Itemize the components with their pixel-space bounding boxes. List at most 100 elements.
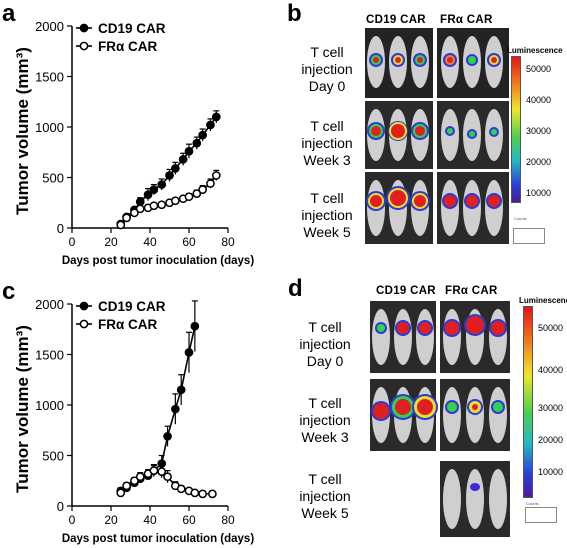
luminescence-title-d: Luminescence xyxy=(519,296,567,305)
legend-marker xyxy=(79,41,89,51)
scale-tick-d-20000: 20000 xyxy=(538,435,564,445)
data-point xyxy=(211,171,221,180)
row-label-week5: T cell injection Week 5 xyxy=(301,190,353,240)
luminescence-title-b: Luminescence xyxy=(507,46,563,55)
data-point xyxy=(163,431,172,441)
y-tick-label: 1000 xyxy=(35,398,64,413)
x-tick-label: 0 xyxy=(69,513,76,527)
row-label-week3: T cell injection Week 3 xyxy=(301,118,353,168)
row-label-day0-d: T cell injection Day 0 xyxy=(299,319,351,369)
data-point xyxy=(192,138,202,148)
color-scale-info-d xyxy=(525,507,557,523)
scale-tick-b-50000: 50000 xyxy=(526,64,552,74)
x-tick-label: 0 xyxy=(69,235,76,249)
column-label-cd19-d: CD19 CAR xyxy=(376,285,436,297)
scale-tick-d-30000: 30000 xyxy=(538,403,564,413)
mouse-images-d xyxy=(370,301,510,537)
panel-letter-c: c xyxy=(2,278,16,305)
legend-label: FRα CAR xyxy=(98,317,158,332)
data-point xyxy=(135,204,145,214)
x-tick-label: 80 xyxy=(221,235,235,249)
panel-letter-b: b xyxy=(287,0,302,27)
x-axis-label: Days post tumor inoculation (days) xyxy=(62,255,254,267)
chart-c: 0 500 1000 1500 2000 0 20 40 60 80 Days post tumor… xyxy=(13,297,254,545)
series-line xyxy=(120,326,196,492)
data-point xyxy=(176,385,186,395)
data-point xyxy=(171,164,180,173)
x-tick-label: 20 xyxy=(104,235,118,249)
data-point xyxy=(116,220,126,230)
data-point xyxy=(116,488,126,498)
color-scale-info-b xyxy=(513,228,545,244)
y-tick-label: 500 xyxy=(42,171,64,186)
data-point xyxy=(135,197,145,207)
data-point xyxy=(184,192,194,202)
data-point xyxy=(178,154,188,164)
y-tick-label: 2000 xyxy=(35,297,64,312)
scale-tick-b-30000: 30000 xyxy=(526,126,552,136)
panel-letter-a: a xyxy=(2,0,16,27)
column-label-fra: FRα CAR xyxy=(440,14,493,26)
y-axis-label: Tumor volume (mm³) xyxy=(13,47,32,215)
series-fra-car xyxy=(116,169,221,230)
scale-tick-d-40000: 40000 xyxy=(538,365,564,375)
counts-label-d: Counts xyxy=(526,501,539,506)
data-point xyxy=(122,213,131,223)
panel-letter-d: d xyxy=(288,275,303,302)
row-label-week3-d: T cell injection Week 3 xyxy=(299,395,351,445)
x-axis-label: Days post tumor inoculation (days) xyxy=(62,533,254,545)
data-point xyxy=(208,489,217,499)
imaging-panel-b: CD19 CAR FRα CAR T cell injection Day 0 T … xyxy=(290,0,567,278)
data-point xyxy=(171,404,180,414)
legend-label: CD19 CAR xyxy=(98,299,166,314)
legend-marker xyxy=(79,23,89,33)
data-point xyxy=(149,466,159,475)
y-tick-label: 2000 xyxy=(35,19,64,34)
y-tick-label: 1500 xyxy=(35,348,64,363)
x-tick-label: 40 xyxy=(143,513,157,527)
x-tick-label: 60 xyxy=(182,513,196,527)
colorbar-b xyxy=(511,56,521,203)
y-tick-label: 0 xyxy=(57,499,64,514)
data-point xyxy=(135,472,145,482)
legend-label: FRα CAR xyxy=(98,39,158,54)
data-point xyxy=(130,476,139,486)
counts-label-b: Counts xyxy=(514,216,527,221)
scale-tick-b-10000: 10000 xyxy=(526,188,552,198)
bioluminescence-signals-b xyxy=(366,53,502,211)
y-tick-label: 500 xyxy=(42,449,64,464)
data-point xyxy=(163,472,172,482)
y-axis-label: Tumor volume (mm³) xyxy=(13,325,32,493)
scale-tick-d-10000: 10000 xyxy=(538,467,564,477)
data-point xyxy=(130,208,139,218)
data-point xyxy=(198,185,207,194)
chart-a: 0 500 1000 1500 2000 0 20 40 60 80 Days post tumor… xyxy=(13,19,254,267)
data-point xyxy=(149,185,159,194)
scale-tick-b-20000: 20000 xyxy=(526,157,552,167)
data-point xyxy=(211,112,221,122)
y-tick-label: 1500 xyxy=(35,70,64,85)
colorbar-d xyxy=(523,306,533,498)
data-point xyxy=(184,348,194,357)
row-label-day0: T cell injection Day 0 xyxy=(301,44,353,94)
data-point xyxy=(122,481,131,491)
data-point xyxy=(171,196,180,206)
imaging-panel-d: CD19 CAR FRα CAR T cell injection Day 0 T … xyxy=(290,275,567,548)
x-tick-label: 20 xyxy=(104,513,118,527)
column-label-fra-d: FRα CAR xyxy=(445,285,498,297)
mouse-images-b xyxy=(365,28,509,244)
data-point xyxy=(149,201,159,211)
data-point xyxy=(190,488,200,498)
data-point xyxy=(143,190,153,200)
y-tick-label: 0 xyxy=(57,221,64,236)
y-tick-label: 1000 xyxy=(35,120,64,135)
data-point xyxy=(176,484,186,494)
scale-tick-d-50000: 50000 xyxy=(538,323,564,333)
legend-marker xyxy=(79,301,89,311)
data-point xyxy=(192,189,202,199)
data-point xyxy=(206,179,215,188)
data-point xyxy=(157,467,167,477)
row-label-week5-d: T cell injection Week 5 xyxy=(299,471,351,521)
data-point xyxy=(190,321,200,331)
x-tick-label: 80 xyxy=(221,513,235,527)
